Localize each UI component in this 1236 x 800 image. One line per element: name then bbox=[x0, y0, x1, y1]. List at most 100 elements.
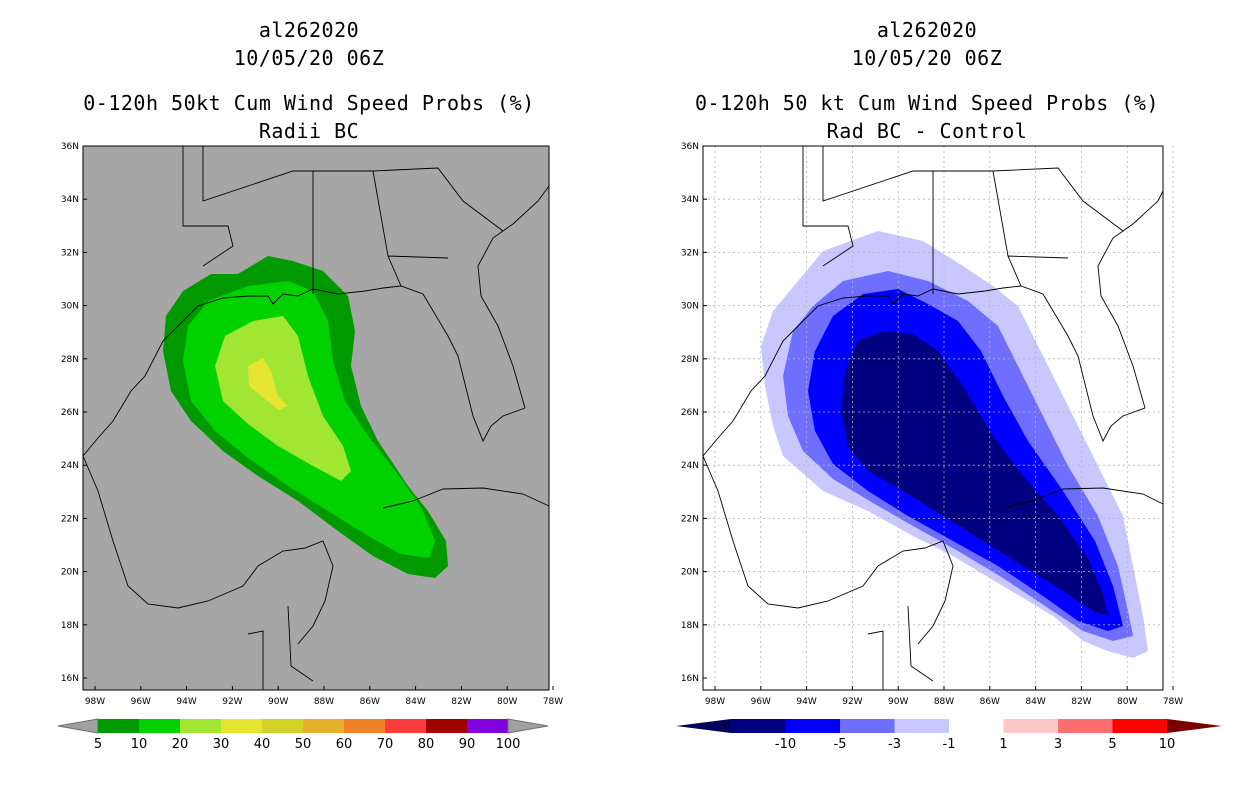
colorbar-label: 80 bbox=[418, 737, 435, 752]
colorbar-swatch bbox=[949, 719, 1004, 733]
colorbar: 5 10 20 30 40 50 60 70 80 90 100 bbox=[57, 718, 549, 752]
probability-map: 36N 34N 32N 30N 28N 26N 24N 22N 20N 18N 16N 98W 96W 9… bbox=[61, 142, 563, 707]
colorbar-label: 50 bbox=[295, 737, 312, 752]
colorbar-label: 90 bbox=[459, 737, 476, 752]
colorbar-label: 60 bbox=[336, 737, 353, 752]
lon-label: 84W bbox=[1025, 697, 1045, 707]
axes: 36N 34N 32N 30N 28N 26N 24N 22N 20N 18N 16N 98W 96W 9… bbox=[681, 142, 1183, 707]
lat-label: 30N bbox=[681, 302, 699, 312]
lon-label: 96W bbox=[131, 697, 151, 707]
coastline-borders bbox=[82, 146, 550, 690]
central-america-borders bbox=[247, 605, 314, 690]
lon-label: 80W bbox=[1117, 697, 1137, 707]
storm-id: al262020 bbox=[258, 18, 360, 42]
grid-lines bbox=[703, 146, 1174, 690]
lat-label: 22N bbox=[681, 514, 699, 524]
colorbar-label: 20 bbox=[172, 737, 189, 752]
lon-label: 78W bbox=[543, 697, 563, 707]
lon-label: 82W bbox=[451, 697, 471, 707]
colorbar-label: -3 bbox=[888, 737, 901, 752]
lat-label: 18N bbox=[681, 621, 699, 631]
lat-label: 34N bbox=[61, 195, 79, 205]
lat-label: 34N bbox=[681, 195, 699, 205]
colorbar-swatch bbox=[785, 719, 840, 733]
lat-label: 30N bbox=[61, 302, 79, 312]
colorbar-swatch bbox=[894, 719, 949, 733]
lon-label: 80W bbox=[497, 697, 517, 707]
colorbar-label: 5 bbox=[94, 737, 102, 752]
lat-label: 16N bbox=[61, 674, 79, 684]
colorbar-swatch bbox=[1112, 719, 1167, 733]
florida-east-coast bbox=[477, 185, 550, 409]
map-frame bbox=[82, 145, 550, 691]
lon-label: 82W bbox=[1071, 697, 1091, 707]
lon-label: 78W bbox=[1163, 697, 1183, 707]
colorbar-swatch bbox=[262, 719, 303, 733]
colorbar-swatch bbox=[1003, 719, 1058, 733]
florida-east-coast bbox=[1097, 190, 1164, 409]
colorbar-label: 10 bbox=[131, 737, 148, 752]
lon-label: 84W bbox=[405, 697, 425, 707]
lat-label: 20N bbox=[681, 568, 699, 578]
lon-label: 96W bbox=[751, 697, 771, 707]
colorbar-swatch bbox=[426, 719, 467, 733]
colorbar-swatch bbox=[221, 719, 262, 733]
cuba bbox=[382, 487, 550, 509]
axes: 36N 34N 32N 30N 28N 26N 24N 22N 20N 18N 16N 98W 96W 9… bbox=[61, 142, 563, 707]
lat-label: 36N bbox=[61, 142, 79, 152]
lon-label: 98W bbox=[85, 697, 105, 707]
colorbar-label: 10 bbox=[1159, 737, 1176, 752]
mexico-coast bbox=[702, 455, 954, 645]
lat-label: 32N bbox=[681, 248, 699, 258]
lat-label: 28N bbox=[61, 355, 79, 365]
contour-20-percent bbox=[215, 316, 351, 481]
colorbar-swatch bbox=[180, 719, 221, 733]
colorbar-right-arrow bbox=[507, 718, 549, 734]
init-time: 10/05/20 06Z bbox=[851, 46, 1003, 70]
colorbar-label: 1 bbox=[999, 737, 1007, 752]
colorbar-left-arrow bbox=[676, 719, 731, 733]
colorbar-label: 5 bbox=[1108, 737, 1116, 752]
probability-contours bbox=[163, 256, 448, 578]
panel-subtitle: Radii BC bbox=[258, 119, 360, 143]
colorbar-swatch bbox=[344, 719, 385, 733]
colorbar-swatch bbox=[1058, 719, 1113, 733]
colorbar-swatch bbox=[98, 719, 139, 733]
colorbar: -10 -5 -3 -1 1 3 5 10 bbox=[676, 719, 1222, 752]
colorbar-label: 100 bbox=[496, 737, 521, 752]
lon-label: 86W bbox=[360, 697, 380, 707]
map-canvas: 36N 34N 32N 30N 28N 26N 24N 22N 20N 18N 16N 98W 96W 9… bbox=[681, 142, 1183, 707]
mexico-coast bbox=[82, 455, 334, 645]
lon-label: 94W bbox=[796, 697, 816, 707]
colorbar-label: -1 bbox=[943, 737, 956, 752]
lon-label: 92W bbox=[222, 697, 242, 707]
panel-radii-bc: al262020 10/05/20 06Z 0-120h 50kt Cum Wi… bbox=[57, 18, 563, 752]
lon-label: 92W bbox=[842, 697, 862, 707]
colorbar-label: -10 bbox=[775, 737, 796, 752]
lon-label: 90W bbox=[268, 697, 288, 707]
map-canvas: 36N 34N 32N 30N 28N 26N 24N 22N 20N 18N 16N 98W 96W 9… bbox=[61, 142, 563, 707]
lat-label: 36N bbox=[681, 142, 699, 152]
lat-label: 28N bbox=[681, 355, 699, 365]
lat-label: 16N bbox=[681, 674, 699, 684]
colorbar-label: 40 bbox=[254, 737, 271, 752]
difference-contours bbox=[761, 231, 1148, 658]
state-borders bbox=[182, 146, 504, 294]
init-time: 10/05/20 06Z bbox=[233, 46, 385, 70]
us-gulf-coast bbox=[702, 285, 1146, 457]
lon-label: 86W bbox=[980, 697, 1000, 707]
colorbar-swatch bbox=[303, 719, 344, 733]
colorbar-right-arrow bbox=[1167, 719, 1222, 733]
lon-label: 98W bbox=[705, 697, 725, 707]
lat-label: 24N bbox=[681, 461, 699, 471]
lat-label: 20N bbox=[61, 568, 79, 578]
colorbar-label: 3 bbox=[1054, 737, 1062, 752]
central-america-borders bbox=[867, 605, 934, 690]
panel-rad-bc-control: al262020 10/05/20 06Z 0-120h 50 kt Cum W… bbox=[618, 0, 1236, 800]
lon-label: 90W bbox=[888, 697, 908, 707]
colorbar-swatch bbox=[385, 719, 426, 733]
product-title: 0-120h 50 kt Cum Wind Speed Probs (%) bbox=[694, 91, 1160, 115]
colorbar-left-arrow bbox=[57, 718, 99, 734]
colorbar-label: 30 bbox=[213, 737, 230, 752]
colorbar-label: 70 bbox=[377, 737, 394, 752]
